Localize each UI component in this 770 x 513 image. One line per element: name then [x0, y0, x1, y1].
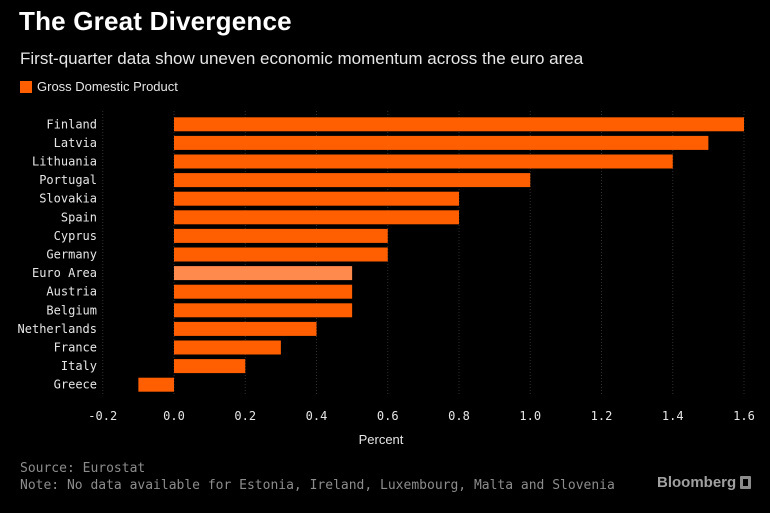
- x-tick-label: 1.6: [733, 409, 755, 423]
- bar: [174, 247, 388, 262]
- bar: [174, 340, 281, 355]
- bar: [174, 117, 744, 132]
- bar: [174, 173, 531, 188]
- bar: [174, 210, 459, 225]
- category-label: Portugal: [39, 173, 97, 187]
- bar: [174, 154, 673, 169]
- bar: [174, 321, 317, 336]
- x-tick-label: 0.8: [448, 409, 470, 423]
- bar: [174, 359, 246, 374]
- x-tick-label: 0.4: [306, 409, 328, 423]
- x-tick-label: 0.6: [377, 409, 399, 423]
- category-label: France: [54, 341, 97, 355]
- category-label: Spain: [61, 210, 97, 224]
- category-label: Lithuania: [32, 155, 97, 169]
- bars: [138, 117, 744, 392]
- bar: [138, 377, 174, 392]
- bloomberg-logo: Bloomberg: [657, 474, 752, 491]
- category-label: Euro Area: [32, 266, 97, 280]
- bar: [174, 303, 353, 318]
- chart-legend: Gross Domestic Product: [20, 79, 178, 94]
- bloomberg-mark-icon: [740, 476, 752, 489]
- brand-text: Bloomberg: [657, 474, 737, 491]
- category-label: Belgium: [46, 303, 97, 317]
- x-tick-labels: -0.2 0.0 0.2 0.4 0.6 0.8 1.0 1.2 1.4 1.6: [88, 409, 755, 423]
- bar: [174, 284, 353, 299]
- x-tick-label: 0.0: [163, 409, 185, 423]
- legend-label: Gross Domestic Product: [37, 79, 178, 94]
- category-label: Finland: [46, 117, 97, 131]
- x-tick-label: 0.2: [234, 409, 256, 423]
- bar: [174, 135, 709, 150]
- source-note: Source: Eurostat: [20, 461, 146, 476]
- category-label: Italy: [61, 359, 97, 373]
- x-axis-label: Percent: [359, 432, 404, 447]
- x-tick-label: -0.2: [88, 409, 117, 423]
- x-tick-label: 1.4: [662, 409, 684, 423]
- x-tick-label: 1.0: [519, 409, 541, 423]
- category-label: Greece: [54, 378, 97, 392]
- category-label: Slovakia: [39, 192, 97, 206]
- category-label: Germany: [46, 248, 97, 262]
- bar: [174, 266, 353, 281]
- chart-title: The Great Divergence: [19, 6, 292, 36]
- category-label: Cyprus: [54, 229, 97, 243]
- x-tick-label: 1.2: [591, 409, 613, 423]
- footnote: Note: No data available for Estonia, Ire…: [20, 478, 615, 493]
- bar: [174, 228, 388, 243]
- category-labels: Finland Latvia Lithuania Portugal Slovakia Sp…: [18, 117, 97, 391]
- chart-subtitle: First-quarter data show uneven economic …: [20, 49, 584, 68]
- legend-swatch: [20, 80, 32, 93]
- category-label: Netherlands: [18, 322, 97, 336]
- category-label: Austria: [46, 285, 97, 299]
- bar: [174, 191, 459, 206]
- category-label: Latvia: [54, 136, 97, 150]
